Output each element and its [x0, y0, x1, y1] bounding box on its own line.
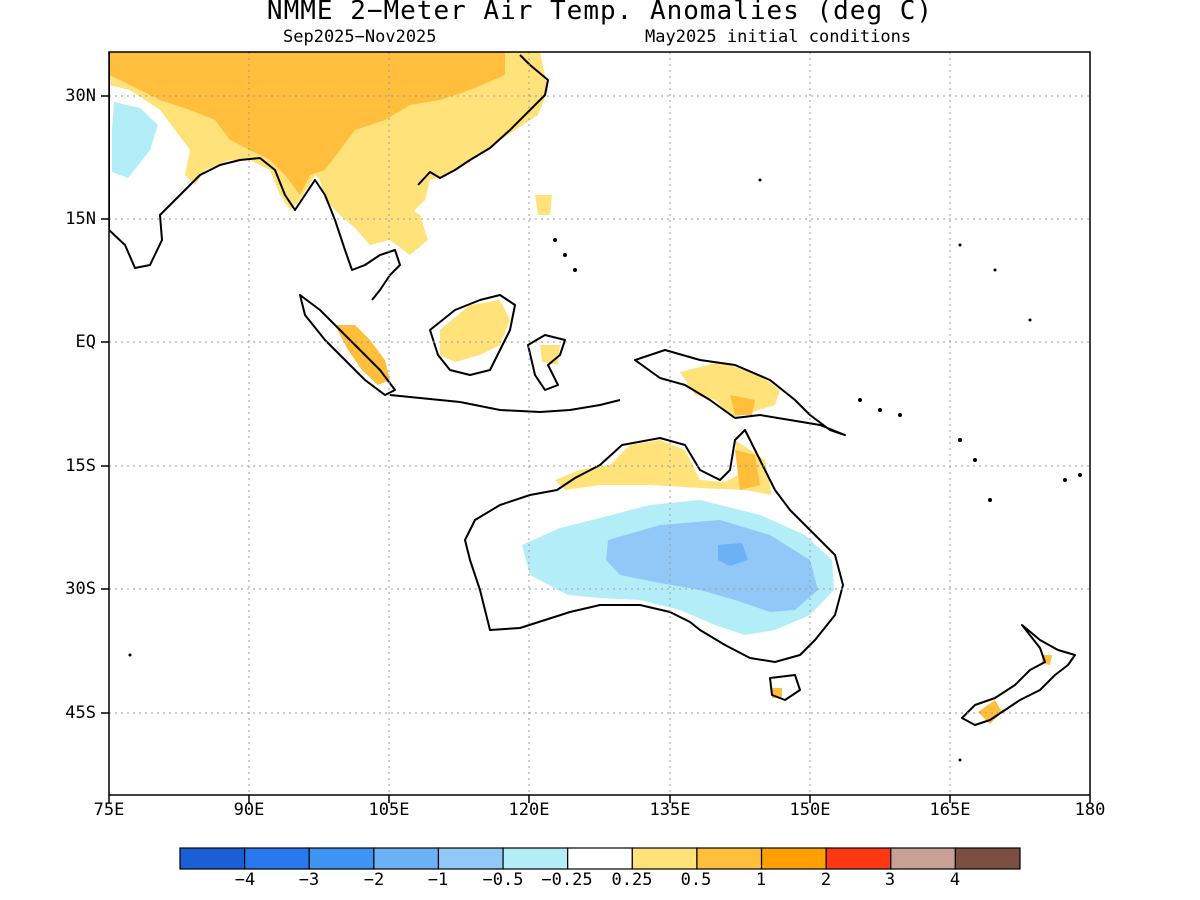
- sulawesi-warm-region: [540, 345, 560, 365]
- north-australia-warm-region: [555, 440, 772, 495]
- colorbar-label: −0.5: [482, 870, 524, 890]
- colorbar-label: −0.25: [541, 870, 593, 890]
- tibet-cool-region: [112, 102, 158, 178]
- lon-label-105e: 105E: [368, 800, 410, 820]
- queensland-warm-region: [735, 450, 760, 490]
- philippines-warm-region: [535, 195, 552, 215]
- lon-label-135e: 135E: [649, 800, 691, 820]
- lon-label-165e: 165E: [929, 800, 971, 820]
- island-markers: [128, 178, 1082, 762]
- australia-cool-core-region: [606, 520, 818, 612]
- colorbar-label: −2: [363, 870, 385, 890]
- lat-label-30s: 30S: [65, 579, 96, 599]
- colorbar-label: 4: [949, 870, 961, 890]
- season-label: Sep2025−Nov2025: [283, 27, 437, 47]
- lon-label-120e: 120E: [508, 800, 550, 820]
- lat-label-15n: 15N: [65, 209, 96, 229]
- colorbar-label: 0.5: [680, 870, 712, 890]
- lon-label-180: 180: [1074, 800, 1106, 820]
- lon-label-150e: 150E: [789, 800, 831, 820]
- map-frame: [108, 51, 1091, 796]
- colorbar-label: −1: [427, 870, 449, 890]
- lat-label-eq: EQ: [75, 332, 96, 352]
- lat-label-45s: 45S: [65, 703, 96, 723]
- lon-label-75e: 75E: [93, 800, 125, 820]
- coastlines: [109, 52, 1076, 726]
- colorbar-label: 0.25: [611, 870, 653, 890]
- colorbar-label: 2: [820, 870, 832, 890]
- initial-conditions-label: May2025 initial conditions: [645, 27, 912, 47]
- new-guinea-warm-core-region: [730, 395, 755, 415]
- lon-label-90e: 90E: [233, 800, 265, 820]
- mainland-se-asia-warm-region: [320, 175, 428, 255]
- colorbar-label: −3: [298, 870, 320, 890]
- grid-lines: [108, 52, 1091, 795]
- axis-ticks: [101, 95, 1091, 803]
- new-guinea-warm-region: [680, 362, 780, 418]
- new-zealand-warm-region: [978, 655, 1052, 724]
- lat-label-30n: 30N: [65, 86, 96, 106]
- lat-label-15s: 15S: [65, 456, 96, 476]
- australia-cool-center-region: [718, 543, 748, 566]
- china-warm-core-region: [109, 52, 505, 195]
- colorbar-label: −4: [234, 870, 256, 890]
- colorbar-label: 3: [884, 870, 896, 890]
- map-title: NMME 2−Meter Air Temp. Anomalies (deg C): [266, 0, 934, 26]
- borneo-warm-region: [440, 300, 510, 362]
- colorbar-label: 1: [755, 870, 767, 890]
